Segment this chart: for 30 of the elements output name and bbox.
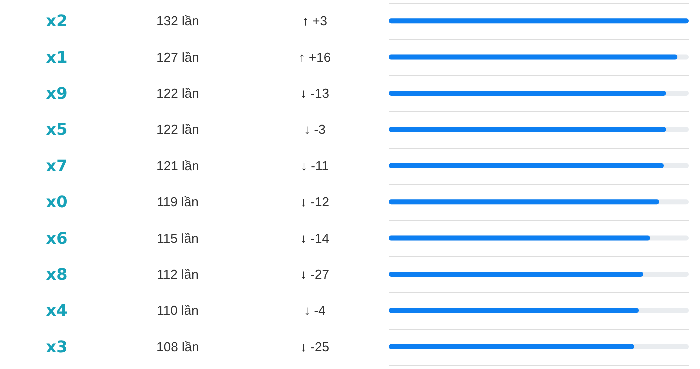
y-tick-label: x1 bbox=[46, 48, 68, 67]
y-tick-label: x7 bbox=[46, 156, 68, 176]
y-tick-label: x3 bbox=[46, 337, 68, 356]
text: ↑ +3 bbox=[302, 14, 328, 29]
text: ↑ +16 bbox=[298, 50, 332, 65]
data-label: 112 lần bbox=[157, 267, 199, 282]
text: ↓ -14 bbox=[300, 230, 330, 246]
data-label: 122 lần bbox=[156, 86, 200, 101]
y-tick-label: x6 bbox=[46, 228, 68, 248]
text: ↓ -13 bbox=[300, 86, 330, 101]
y-tick-label: x5 bbox=[46, 120, 68, 140]
text: ↓ -27 bbox=[300, 267, 330, 282]
data-label: 122 lần bbox=[156, 122, 200, 138]
data-label: 108 lần bbox=[156, 339, 200, 354]
y-tick-label: x4 bbox=[46, 301, 68, 320]
text: ↓ -4 bbox=[304, 303, 326, 318]
data-label: 121 lần bbox=[156, 158, 200, 174]
data-label: 115 lần bbox=[157, 230, 199, 246]
y-tick-label: x0 bbox=[46, 192, 68, 212]
text: ↓ -25 bbox=[300, 339, 330, 354]
data-label: 110 lần bbox=[157, 303, 199, 318]
text: ↓ -12 bbox=[300, 194, 330, 210]
y-tick-label: x2 bbox=[46, 12, 68, 31]
text: ↓ -11 bbox=[301, 158, 329, 174]
data-label: 127 lần bbox=[156, 50, 200, 65]
y-tick-label: x9 bbox=[46, 84, 68, 103]
y-tick-label: x8 bbox=[46, 265, 68, 284]
data-label: 132 lần bbox=[156, 14, 200, 29]
text: ↓ -3 bbox=[304, 122, 326, 138]
data-label: 119 lần bbox=[157, 194, 199, 210]
